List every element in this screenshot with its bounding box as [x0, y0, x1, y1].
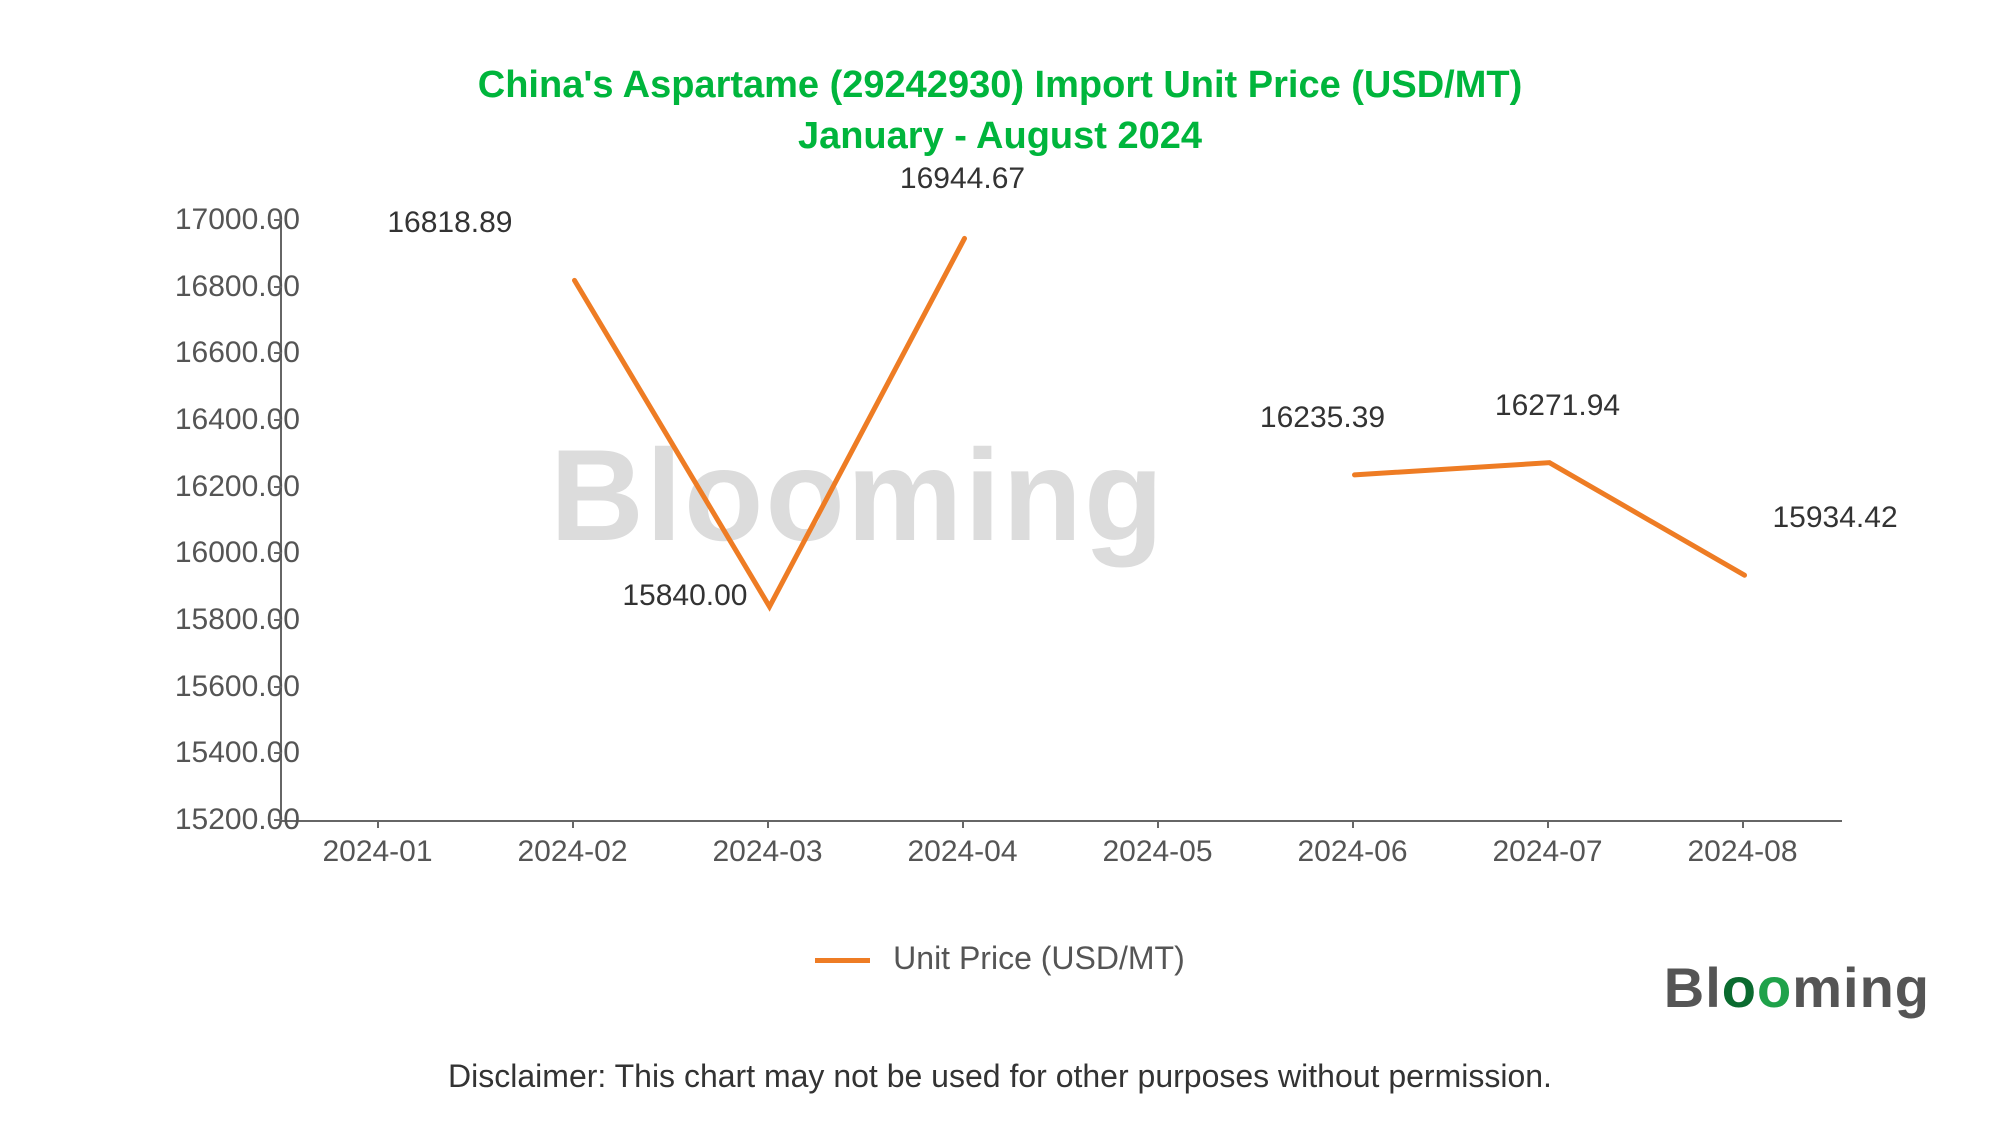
- x-tick-mark: [377, 820, 379, 828]
- y-tick-mark: [274, 419, 282, 421]
- x-tick-label: 2024-03: [712, 835, 822, 869]
- x-tick-mark: [767, 820, 769, 828]
- y-tick-mark: [274, 286, 282, 288]
- brand-logo: Blooming: [1664, 955, 1930, 1020]
- x-tick-label: 2024-08: [1687, 835, 1797, 869]
- x-tick-label: 2024-02: [517, 835, 627, 869]
- x-tick-label: 2024-06: [1297, 835, 1407, 869]
- y-tick-mark: [274, 686, 282, 688]
- line-series-svg: [282, 220, 1842, 820]
- title-line-2: January - August 2024: [0, 111, 2000, 162]
- y-tick-mark: [274, 219, 282, 221]
- legend-swatch: [815, 958, 870, 963]
- y-tick-mark: [274, 352, 282, 354]
- x-tick-mark: [1352, 820, 1354, 828]
- data-point-label: 16944.67: [900, 162, 1025, 196]
- x-tick-mark: [572, 820, 574, 828]
- legend-label: Unit Price (USD/MT): [893, 940, 1185, 976]
- chart-area: Blooming 15200.0015400.0015600.0015800.0…: [170, 220, 1880, 840]
- data-point-label: 16271.94: [1495, 389, 1620, 423]
- data-point-label: 16235.39: [1260, 401, 1385, 435]
- y-tick-mark: [274, 486, 282, 488]
- x-tick-label: 2024-05: [1102, 835, 1212, 869]
- x-tick-label: 2024-07: [1492, 835, 1602, 869]
- y-tick-mark: [274, 619, 282, 621]
- x-tick-label: 2024-04: [907, 835, 1017, 869]
- disclaimer-text: Disclaimer: This chart may not be used f…: [0, 1058, 2000, 1095]
- y-tick-mark: [274, 819, 282, 821]
- chart-title: China's Aspartame (29242930) Import Unit…: [0, 60, 2000, 163]
- title-line-1: China's Aspartame (29242930) Import Unit…: [0, 60, 2000, 111]
- data-point-label: 16818.89: [387, 206, 512, 240]
- plot-region: [280, 220, 1842, 822]
- x-tick-mark: [962, 820, 964, 828]
- data-point-label: 15934.42: [1773, 501, 1898, 535]
- y-tick-mark: [274, 752, 282, 754]
- data-point-label: 15840.00: [622, 579, 747, 613]
- x-tick-mark: [1547, 820, 1549, 828]
- x-tick-label: 2024-01: [322, 835, 432, 869]
- y-tick-mark: [274, 552, 282, 554]
- x-tick-mark: [1742, 820, 1744, 828]
- x-tick-mark: [1157, 820, 1159, 828]
